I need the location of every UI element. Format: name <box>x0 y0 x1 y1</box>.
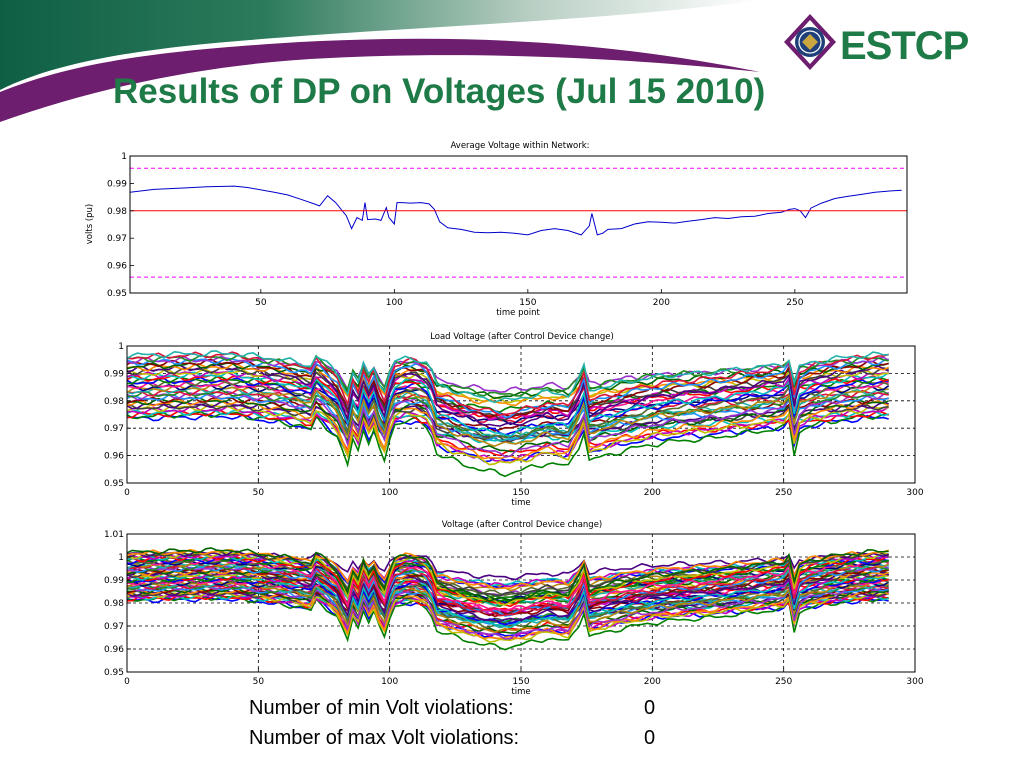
voltage-trace-6 <box>126 402 889 443</box>
load-voltage-chart: Load Voltage (after Control Device chang… <box>104 332 924 508</box>
voltage-trace-20 <box>126 376 889 436</box>
x-tick-label: 150 <box>512 677 529 687</box>
y-axis-label: volts (pu) <box>85 204 95 244</box>
voltage-trace-36 <box>126 561 890 592</box>
y-tick-label: 0.97 <box>104 424 124 434</box>
y-tick-label: 0.99 <box>104 369 124 379</box>
y-tick-label: 1 <box>118 553 124 563</box>
average-voltage-chart: Average Voltage within Network: 50 100 150… <box>85 141 908 318</box>
voltage-chart: Voltage (after Control Device change) 0 5… <box>104 520 924 695</box>
x-tick-label: 100 <box>386 298 403 308</box>
voltage-trace-31 <box>126 565 889 617</box>
voltage-trace-34 <box>126 561 889 617</box>
x-tick-label: 0 <box>124 677 130 687</box>
x-tick-label: 200 <box>653 298 670 308</box>
x-tick-label: 0 <box>124 488 130 498</box>
voltage-trace-26 <box>126 366 889 421</box>
max-violations-row: Number of max Volt violations: 0 <box>249 727 655 750</box>
y-tick-label: 0.97 <box>104 622 124 632</box>
min-violations-value: 0 <box>644 697 656 719</box>
voltage-trace-11 <box>126 585 889 626</box>
voltage-trace-23 <box>126 370 890 437</box>
x-axis-label: time <box>511 687 530 695</box>
voltage-trace-12 <box>126 390 889 458</box>
y-tick-label: 0.96 <box>104 452 124 462</box>
voltage-trace-34 <box>126 351 889 416</box>
y-tick-label: 0.97 <box>107 234 127 244</box>
y-tick-label: 1 <box>118 342 124 352</box>
max-violations-label: Number of max Volt violations: <box>249 727 520 749</box>
x-tick-label: 50 <box>255 298 267 308</box>
voltage-trace-30 <box>126 358 889 419</box>
voltage-trace-9 <box>126 396 890 453</box>
y-tick-label: 0.95 <box>104 668 124 678</box>
header-banner <box>0 0 760 122</box>
y-tick-label: 0.98 <box>107 207 127 217</box>
voltage-trace-47 <box>126 550 889 581</box>
voltage-trace-5 <box>126 404 889 466</box>
chart-title: Average Voltage within Network: <box>450 141 589 151</box>
x-tick-label: 100 <box>381 677 398 687</box>
x-tick-label: 300 <box>906 488 923 498</box>
chart-title: Load Voltage (after Control Device chang… <box>430 332 614 342</box>
x-tick-label: 50 <box>253 488 265 498</box>
x-tick-label: 150 <box>512 488 529 498</box>
voltage-trace-12 <box>126 583 889 640</box>
voltage-trace-15 <box>126 386 889 443</box>
logo-text: ESTCP <box>840 24 969 68</box>
y-tick-label: 0.98 <box>104 599 124 609</box>
x-tick-label: 50 <box>253 677 265 687</box>
x-tick-label: 250 <box>786 298 803 308</box>
y-tick-label: 0.99 <box>107 179 127 189</box>
x-tick-label: 100 <box>381 488 398 498</box>
max-violations-value: 0 <box>644 727 656 749</box>
y-tick-label: 0.96 <box>107 262 127 272</box>
x-tick-label: 200 <box>644 677 661 687</box>
min-violations-label: Number of min Volt violations: <box>249 697 514 719</box>
chart-title: Voltage (after Control Device change) <box>442 520 603 530</box>
voltage-trace-31 <box>126 357 889 419</box>
voltage-trace-42 <box>126 553 890 608</box>
voltage-trace-16 <box>126 383 889 448</box>
min-violations-row: Number of min Volt violations: 0 <box>249 697 655 720</box>
series-line-0 <box>129 185 902 236</box>
x-tick-label: 250 <box>775 677 792 687</box>
y-tick-label: 0.99 <box>104 576 124 586</box>
x-tick-label: 150 <box>519 298 536 308</box>
plot-frame <box>129 155 908 294</box>
y-tick-label: 0.95 <box>104 479 124 489</box>
voltage-trace-11 <box>126 393 889 441</box>
slide-title: Results of DP on Voltages (Jul 15 2010) <box>113 72 766 111</box>
estcp-logo: ESTCP <box>784 14 970 70</box>
voltage-trace-35 <box>126 350 889 404</box>
y-tick-label: 0.96 <box>104 645 124 655</box>
x-axis-label: time <box>511 498 530 508</box>
voltage-trace-1 <box>126 410 889 478</box>
x-tick-label: 200 <box>644 488 661 498</box>
x-tick-label: 300 <box>906 677 923 687</box>
x-axis-label: time point <box>496 308 540 318</box>
y-tick-label: 0.95 <box>107 289 127 299</box>
voltage-trace-23 <box>126 572 890 629</box>
y-tick-label: 1 <box>121 152 127 162</box>
voltage-trace-49 <box>126 547 889 602</box>
voltage-trace-1 <box>126 594 889 651</box>
seal-icon <box>784 14 836 70</box>
y-tick-label: 0.98 <box>104 397 124 407</box>
x-tick-label: 250 <box>775 488 792 498</box>
y-tick-label: 1.01 <box>104 530 124 540</box>
voltage-trace-45 <box>126 551 889 606</box>
